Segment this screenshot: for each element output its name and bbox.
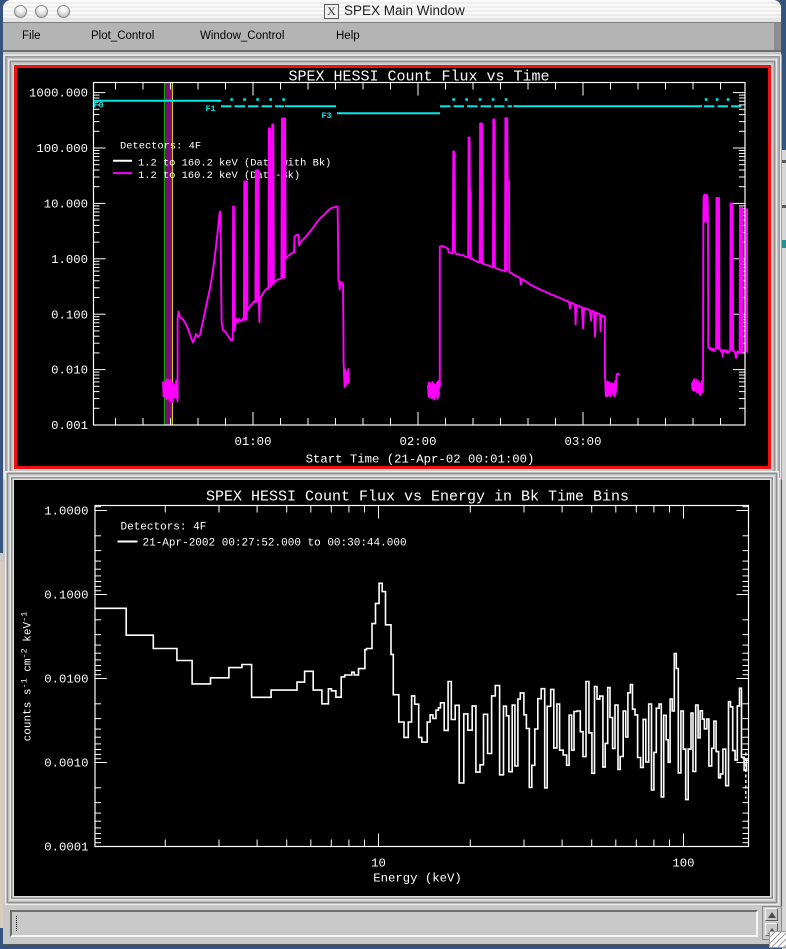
svg-text:0.100: 0.100 xyxy=(51,308,88,322)
svg-text:100: 100 xyxy=(672,856,694,870)
svg-text:0.0010: 0.0010 xyxy=(44,756,88,770)
svg-text:Detectors: 4F: Detectors: 4F xyxy=(120,140,201,152)
svg-text:1.2 to 160.2 keV (Data with Bk: 1.2 to 160.2 keV (Data with Bk) xyxy=(138,157,331,169)
svg-text:01:00: 01:00 xyxy=(235,435,272,449)
svg-text:03:00: 03:00 xyxy=(565,435,602,449)
svg-text:SPEX HESSI Count Flux vs Time: SPEX HESSI Count Flux vs Time xyxy=(288,68,549,85)
svg-text:Detectors: 4F: Detectors: 4F xyxy=(120,521,206,533)
svg-text:10: 10 xyxy=(371,856,386,870)
svg-text:Start Time (21-Apr-02 00:01:00: Start Time (21-Apr-02 00:01:00) xyxy=(306,452,535,466)
svg-text:02:00: 02:00 xyxy=(400,435,437,449)
svg-text:counts s-1 cm-2 keV-1: counts s-1 cm-2 keV-1 xyxy=(19,611,34,741)
svg-text:10.000: 10.000 xyxy=(44,197,88,211)
svg-text:100.000: 100.000 xyxy=(36,142,88,156)
svg-text:F0: F0 xyxy=(94,101,104,110)
svg-text:0.010: 0.010 xyxy=(51,363,88,377)
svg-text:1.2 to 160.2 keV (Data-Bk): 1.2 to 160.2 keV (Data-Bk) xyxy=(138,170,300,182)
svg-text:0.0100: 0.0100 xyxy=(44,672,88,686)
svg-text:SPEX HESSI Count Flux vs Energ: SPEX HESSI Count Flux vs Energy in Bk Ti… xyxy=(205,488,628,505)
svg-text:0.1000: 0.1000 xyxy=(44,588,88,602)
svg-text:Energy (keV): Energy (keV) xyxy=(373,871,462,885)
svg-text:0.001: 0.001 xyxy=(51,419,88,433)
svg-text:0.0001: 0.0001 xyxy=(44,840,88,854)
svg-text:1.000: 1.000 xyxy=(51,252,88,266)
svg-text:1000.000: 1000.000 xyxy=(29,86,88,100)
svg-text:F3: F3 xyxy=(322,112,332,121)
svg-text:F1: F1 xyxy=(206,105,216,114)
svg-text:1.0000: 1.0000 xyxy=(44,504,88,518)
svg-text:21-Apr-2002 00:27:52.000 to 00: 21-Apr-2002 00:27:52.000 to 00:30:44.000 xyxy=(142,537,406,549)
